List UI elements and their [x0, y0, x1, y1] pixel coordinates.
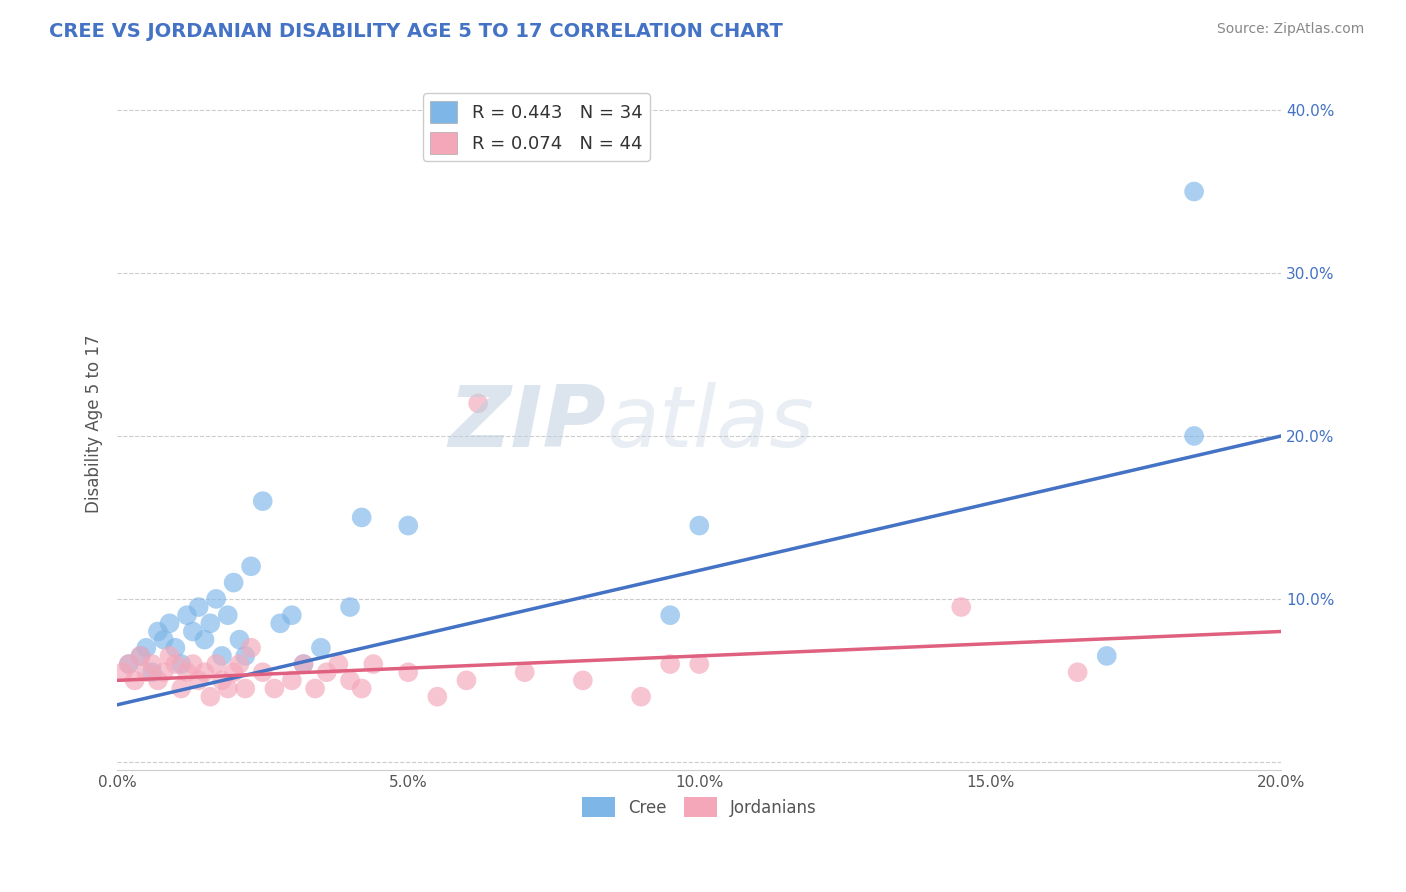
Legend: Cree, Jordanians: Cree, Jordanians [575, 790, 824, 824]
Point [176, 665, 198, 680]
Point [350, 681, 373, 696]
Point [240, 640, 263, 655]
Point [396, 518, 419, 533]
Point [659, 608, 682, 623]
Point [269, 616, 291, 631]
Y-axis label: Disability Age 5 to 17: Disability Age 5 to 17 [86, 334, 103, 513]
Point [135, 665, 157, 680]
Point [292, 657, 315, 671]
Point [1095, 648, 1118, 663]
Point [252, 665, 274, 680]
Point [217, 681, 239, 696]
Point [152, 665, 174, 680]
Point [200, 616, 222, 631]
Point [328, 657, 350, 671]
Point [513, 665, 536, 680]
Point [426, 690, 449, 704]
Point [252, 494, 274, 508]
Point [233, 681, 256, 696]
Point [111, 665, 134, 680]
Point [141, 657, 163, 671]
Point [630, 690, 652, 704]
Point [170, 681, 193, 696]
Point [129, 648, 152, 663]
Point [205, 657, 228, 671]
Point [159, 648, 181, 663]
Point [118, 657, 141, 671]
Point [211, 648, 233, 663]
Point [176, 608, 198, 623]
Point [205, 591, 228, 606]
Point [222, 575, 245, 590]
Point [181, 624, 204, 639]
Point [339, 600, 361, 615]
Point [309, 640, 332, 655]
Point [193, 632, 215, 647]
Point [1182, 185, 1205, 199]
Point [170, 657, 193, 671]
Point [118, 657, 141, 671]
Point [688, 657, 710, 671]
Point [292, 657, 315, 671]
Text: ZIP: ZIP [449, 382, 606, 466]
Point [187, 600, 209, 615]
Point [146, 624, 169, 639]
Point [200, 690, 222, 704]
Point [152, 632, 174, 647]
Point [187, 673, 209, 688]
Point [1066, 665, 1088, 680]
Point [572, 673, 595, 688]
Point [228, 657, 250, 671]
Point [659, 657, 682, 671]
Point [141, 665, 163, 680]
Point [181, 657, 204, 671]
Point [950, 600, 973, 615]
Point [339, 673, 361, 688]
Text: atlas: atlas [606, 382, 814, 466]
Point [217, 608, 239, 623]
Point [688, 518, 710, 533]
Point [165, 657, 187, 671]
Point [211, 673, 233, 688]
Point [240, 559, 263, 574]
Text: Source: ZipAtlas.com: Source: ZipAtlas.com [1216, 22, 1364, 37]
Point [363, 657, 385, 671]
Point [281, 673, 304, 688]
Point [281, 608, 304, 623]
Point [124, 673, 146, 688]
Point [350, 510, 373, 524]
Point [304, 681, 326, 696]
Point [135, 640, 157, 655]
Point [165, 640, 187, 655]
Point [263, 681, 285, 696]
Point [1182, 429, 1205, 443]
Point [315, 665, 337, 680]
Point [159, 616, 181, 631]
Point [467, 396, 489, 410]
Point [129, 648, 152, 663]
Point [146, 673, 169, 688]
Point [193, 665, 215, 680]
Point [222, 665, 245, 680]
Point [228, 632, 250, 647]
Point [396, 665, 419, 680]
Text: CREE VS JORDANIAN DISABILITY AGE 5 TO 17 CORRELATION CHART: CREE VS JORDANIAN DISABILITY AGE 5 TO 17… [49, 22, 783, 41]
Point [456, 673, 478, 688]
Point [233, 648, 256, 663]
